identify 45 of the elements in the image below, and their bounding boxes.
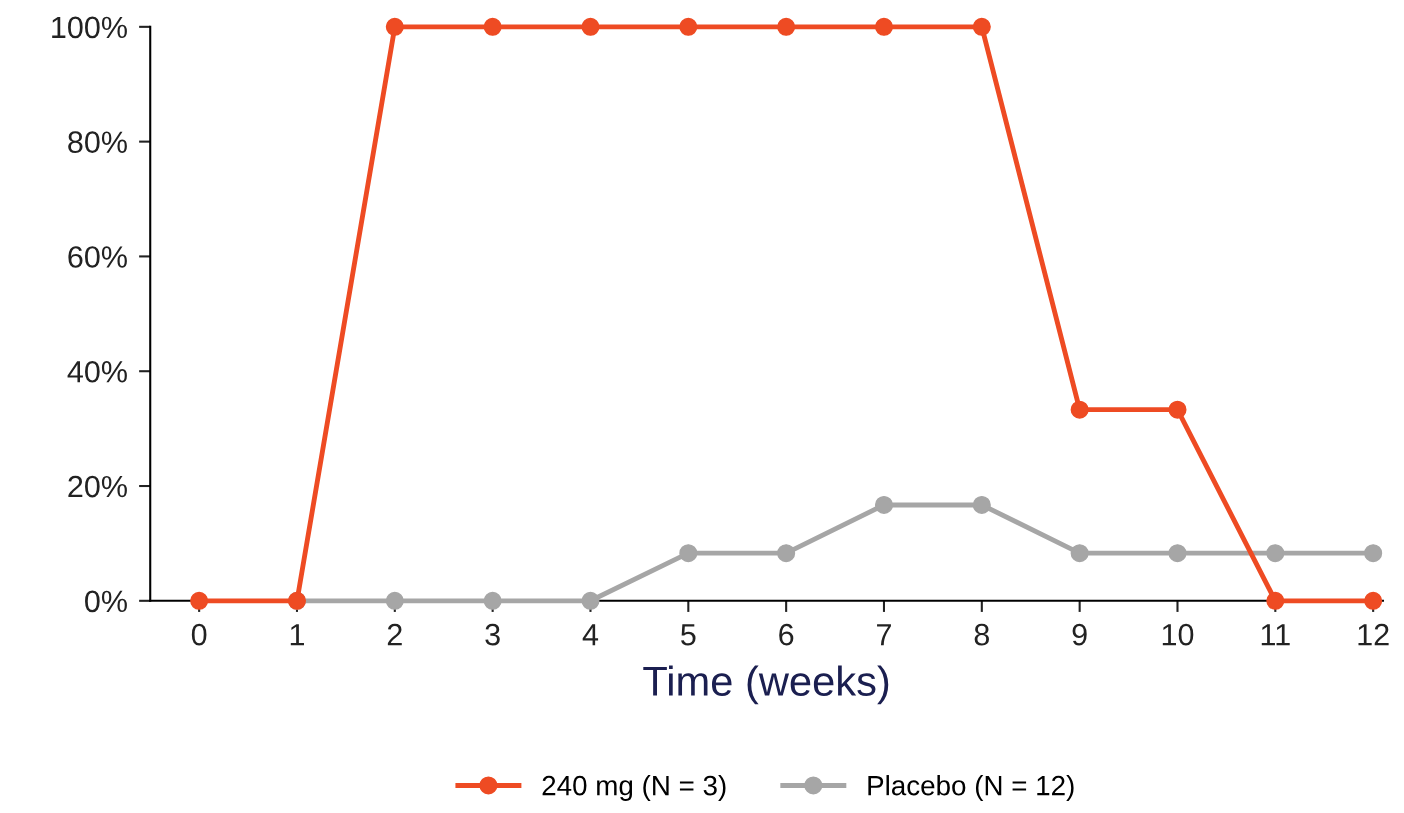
point: [777, 17, 796, 36]
x-tick-label: 12: [1358, 623, 1389, 646]
x-tick-label: 2: [387, 623, 402, 646]
x-tick-label: 3: [485, 623, 500, 646]
y-tick-label: 100%: [52, 16, 127, 39]
point: [581, 591, 600, 610]
x-tick-label: 10: [1162, 623, 1194, 646]
x-tick-label: 11: [1261, 624, 1290, 646]
point: [190, 591, 209, 610]
point: [1266, 591, 1285, 610]
point: [679, 17, 698, 36]
point: [483, 17, 502, 36]
point: [874, 17, 894, 36]
y-tick-label: 20%: [68, 475, 127, 498]
legend-label: 240 mg (N = 3): [542, 775, 726, 801]
x-tick-label: 4: [582, 624, 599, 646]
point: [1168, 544, 1187, 563]
x-tick-label: 7: [877, 624, 891, 646]
x-tick-label: 0: [191, 623, 207, 646]
y-tick-label: 0%: [85, 590, 127, 613]
point: [777, 544, 796, 563]
y-tick-label: 80%: [68, 131, 127, 153]
y-tick-label: 40%: [67, 360, 127, 383]
y-tick-label: 60%: [68, 246, 127, 268]
x-tick-label: 5: [681, 624, 696, 646]
point: [1070, 400, 1089, 419]
point: [1168, 400, 1187, 419]
point: [972, 17, 991, 36]
point: [385, 591, 404, 610]
point: [972, 495, 991, 514]
point: [1070, 544, 1089, 563]
point: [679, 544, 698, 563]
point: [483, 591, 502, 610]
x-tick-label: 9: [1072, 623, 1087, 646]
point: [581, 17, 600, 36]
point: [874, 495, 894, 514]
x-tick-label: 6: [779, 623, 794, 646]
point: [1364, 591, 1383, 610]
legend-label: Placebo (N = 12): [868, 775, 1074, 801]
point: [385, 17, 404, 36]
point: [1266, 544, 1285, 563]
x-tick-label: 1: [290, 624, 304, 646]
x-axis-title: Time (weeks): [643, 665, 889, 705]
point: [1364, 544, 1383, 563]
x-tick-label: 8: [974, 623, 989, 646]
